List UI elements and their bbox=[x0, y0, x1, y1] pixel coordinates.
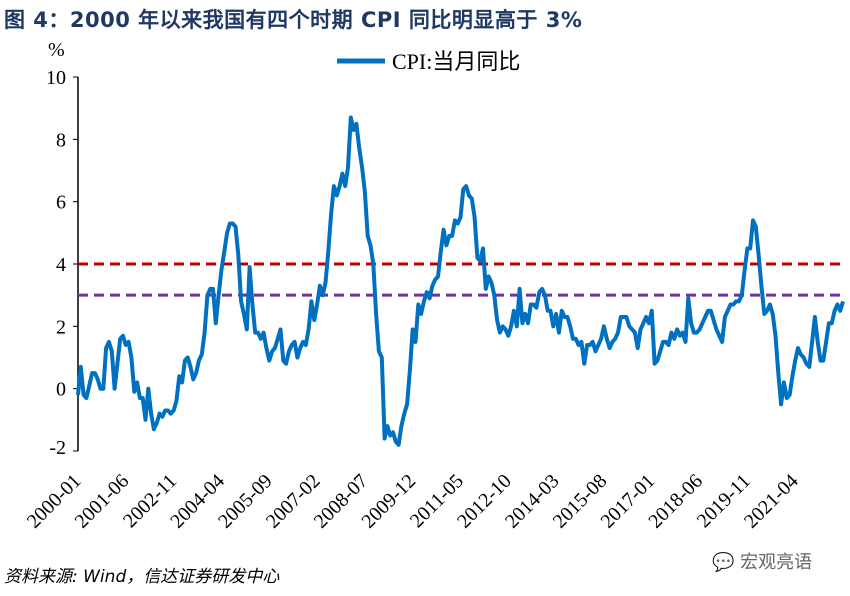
x-axis: 2000-012001-062002-112004-042005-092007-… bbox=[23, 470, 803, 533]
x-tick-label: 2021-04 bbox=[740, 470, 803, 533]
series-layer bbox=[76, 115, 845, 447]
source-note: 资料来源: Wind，信达证券研发中心 bbox=[4, 567, 280, 587]
y-tick-label: 8 bbox=[56, 129, 66, 151]
y-tick-label: 10 bbox=[46, 67, 66, 89]
cpi-series-line bbox=[76, 115, 845, 447]
x-tick-label: 2009-12 bbox=[358, 470, 421, 533]
wechat-icon: 💬 bbox=[712, 552, 735, 573]
x-tick-label: 2018-06 bbox=[644, 470, 707, 533]
y-unit-label: % bbox=[48, 39, 65, 61]
y-axis: -2 0 2 4 6 8 10 bbox=[46, 67, 79, 459]
y-tick-label: 4 bbox=[56, 254, 66, 276]
legend-label: CPI:当月同比 bbox=[392, 49, 520, 74]
watermark: 💬 宏观亮语 bbox=[712, 548, 812, 574]
figure-title: 图 4：2000 年以来我国有四个时期 CPI 同比明显高于 3% bbox=[4, 8, 583, 32]
y-tick-label: 2 bbox=[56, 316, 66, 338]
y-tick-label: 6 bbox=[56, 192, 66, 214]
y-tick-label: 0 bbox=[56, 379, 66, 401]
y-tick-label: -2 bbox=[49, 437, 66, 459]
legend: CPI:当月同比 bbox=[337, 49, 520, 74]
x-tick-label: 2001-06 bbox=[71, 470, 134, 533]
watermark-text: 宏观亮语 bbox=[740, 552, 813, 573]
reference-lines bbox=[78, 262, 843, 297]
